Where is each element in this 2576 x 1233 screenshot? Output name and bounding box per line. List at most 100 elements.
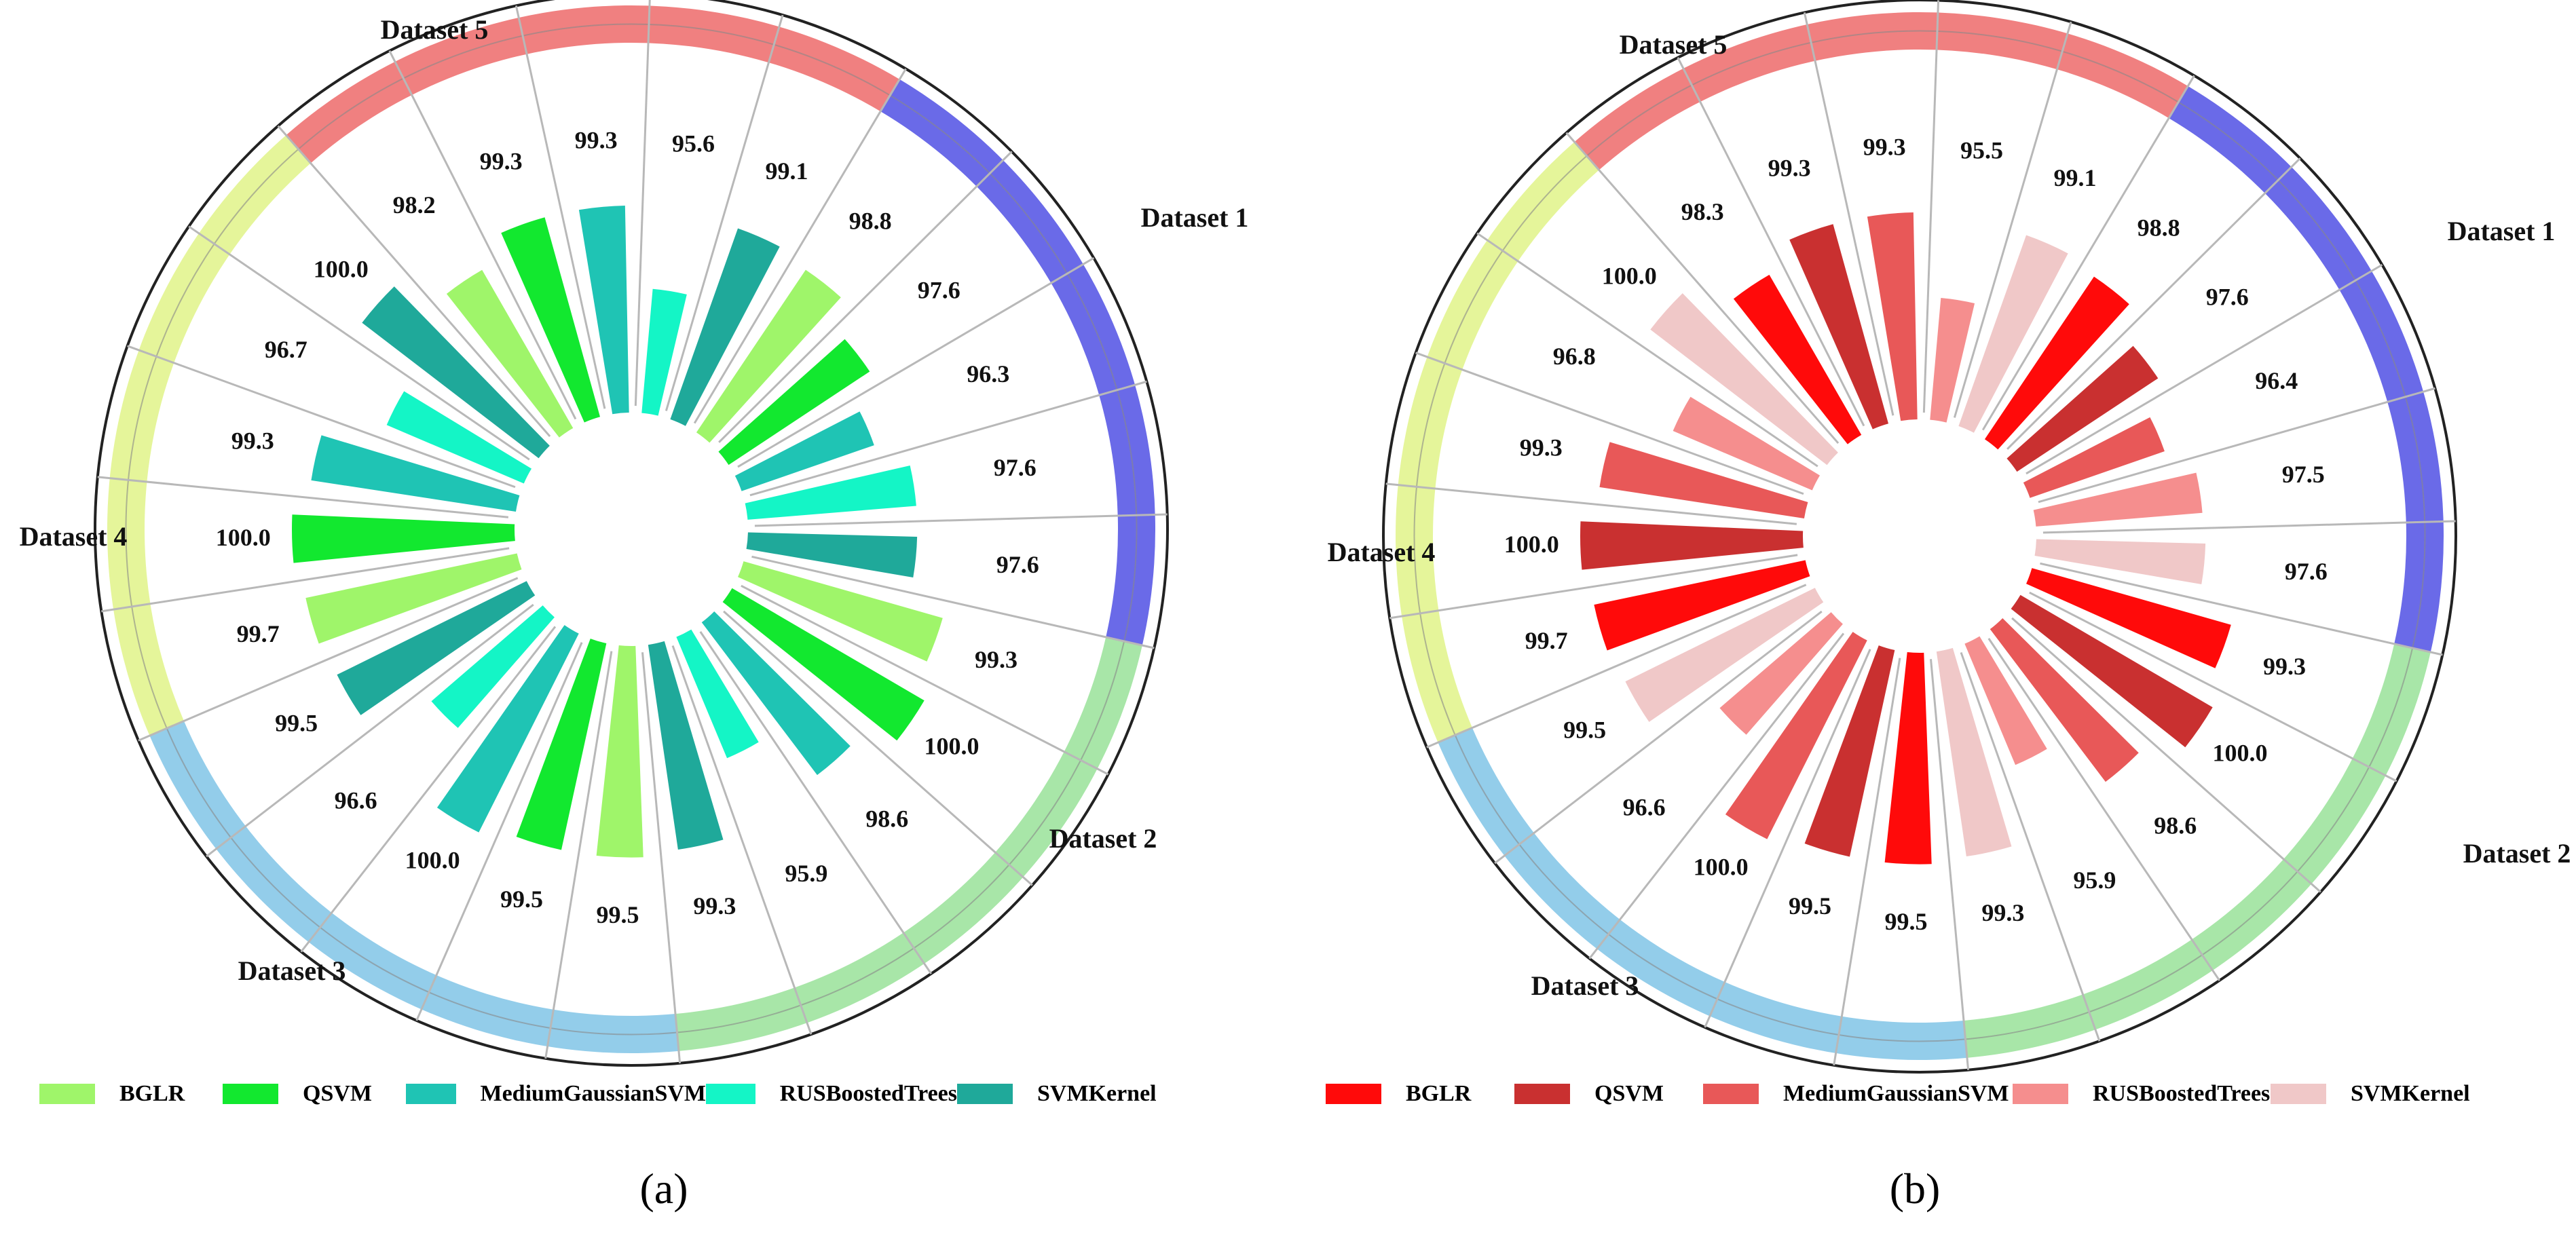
grid-line — [751, 555, 1155, 649]
value-label-dataset-5-mediumgaussiansvm: 96.3 — [967, 360, 1009, 387]
bar-dataset-5-rusboostedtrees — [2033, 472, 2203, 527]
bar-dataset-2-qsvm — [516, 639, 607, 850]
value-label-dataset-2-mediumgaussiansvm: 100.0 — [1694, 854, 1749, 881]
bar-dataset-5-bglr — [696, 269, 841, 443]
band-dataset-2 — [1438, 727, 1967, 1060]
dataset-label-dataset-3: Dataset 3 — [238, 955, 346, 986]
grid-line — [723, 610, 1033, 886]
value-label-dataset-3-mediumgaussiansvm: 99.3 — [1520, 434, 1563, 461]
band-dataset-1 — [1963, 643, 2431, 1058]
value-label-dataset-1-qsvm: 100.0 — [924, 732, 979, 759]
grid-line — [1385, 482, 1797, 525]
legend-item-mediumgaussiansvm: MediumGaussianSVM — [406, 1081, 706, 1107]
legend-label-rusboostedtrees: RUSBoostedTrees — [779, 1081, 957, 1106]
bar-dataset-5-rusboostedtrees — [745, 465, 916, 520]
value-label-dataset-5-qsvm: 97.6 — [2206, 283, 2249, 310]
legend-item-bglr: BGLR — [1326, 1081, 1514, 1107]
grid-line — [206, 603, 534, 858]
grid-line — [97, 476, 509, 518]
bar-dataset-4-mediumgaussiansvm — [1867, 212, 1918, 421]
value-label-dataset-4-qsvm: 99.3 — [1768, 154, 1811, 181]
value-label-dataset-4-mediumgaussiansvm: 99.3 — [575, 127, 618, 154]
legend-swatch-qsvm — [1514, 1084, 1570, 1104]
legend-label-qsvm: QSVM — [1594, 1081, 1664, 1106]
legend-label-mediumgaussiansvm: MediumGaussianSVM — [1783, 1081, 2009, 1106]
legend-item-mediumgaussiansvm: MediumGaussianSVM — [1703, 1081, 2013, 1107]
grid-line — [718, 151, 1013, 443]
grid-line — [101, 547, 510, 613]
value-label-dataset-1-bglr: 99.3 — [2263, 653, 2306, 680]
value-label-dataset-5-bglr: 98.8 — [2138, 214, 2180, 242]
legend-swatch-rusboostedtrees — [706, 1084, 755, 1104]
legend-swatch-qsvm — [223, 1084, 278, 1104]
bar-dataset-4-bglr — [446, 269, 574, 438]
value-label-dataset-4-bglr: 98.2 — [393, 191, 436, 219]
bar-dataset-4-svmkernel — [1958, 235, 2068, 433]
value-label-dataset-3-svmkernel: 100.0 — [314, 255, 369, 282]
bar-dataset-3-svmkernel — [362, 286, 550, 459]
band-dataset-5 — [880, 79, 1155, 646]
value-label-dataset-2-mediumgaussiansvm: 100.0 — [405, 847, 460, 874]
bar-dataset-3-mediumgaussiansvm — [311, 435, 520, 512]
legend-b: BGLR QSVM MediumGaussianSVM RUSBoostedTr… — [1326, 1074, 2474, 1114]
grid-line — [1426, 584, 1807, 748]
value-label-dataset-4-bglr: 98.3 — [1681, 198, 1724, 225]
bar-dataset-1-qsvm — [722, 588, 925, 741]
legend-label-bglr: BGLR — [119, 1081, 185, 1106]
value-label-dataset-1-rusboostedtrees: 95.9 — [785, 860, 827, 887]
grid-line — [2029, 591, 2397, 782]
legend-item-rusboostedtrees: RUSBoostedTrees — [706, 1081, 957, 1107]
bar-dataset-2-mediumgaussiansvm — [436, 625, 579, 833]
legend-item-svmkernel: SVMKernel — [957, 1081, 1161, 1107]
grid-line — [2011, 617, 2321, 893]
value-label-dataset-1-rusboostedtrees: 95.9 — [2073, 867, 2116, 894]
value-label-dataset-5-mediumgaussiansvm: 96.4 — [2255, 367, 2298, 394]
band-dataset-2 — [149, 721, 679, 1053]
grid-line — [1833, 658, 1901, 1066]
grid-line — [415, 642, 583, 1021]
grid-line — [1565, 132, 1840, 444]
grid-line — [1677, 57, 1865, 427]
grid-line — [693, 68, 907, 424]
value-label-dataset-1-bglr: 99.3 — [975, 646, 1018, 673]
bar-dataset-4-svmkernel — [670, 228, 780, 426]
value-label-dataset-4-mediumgaussiansvm: 99.3 — [1863, 134, 1906, 161]
value-label-dataset-1-svmkernel: 99.3 — [1981, 899, 2024, 926]
value-label-dataset-5-svmkernel: 97.6 — [996, 551, 1039, 578]
bar-dataset-1-svmkernel — [648, 641, 724, 850]
bar-dataset-5-svmkernel — [2034, 539, 2206, 584]
grid-line — [749, 380, 1147, 497]
dataset-label-dataset-4: Dataset 4 — [20, 521, 128, 552]
grid-line — [515, 5, 606, 409]
legend-label-svmkernel: SVMKernel — [1037, 1081, 1157, 1106]
dataset-label-dataset-2: Dataset 2 — [2463, 838, 2571, 869]
value-label-dataset-2-bglr: 99.5 — [1885, 908, 1928, 935]
bar-dataset-3-bglr — [1594, 560, 1810, 651]
value-label-dataset-5-qsvm: 97.6 — [918, 276, 960, 303]
value-label-dataset-3-mediumgaussiansvm: 99.3 — [231, 428, 274, 455]
value-label-dataset-2-svmkernel: 99.5 — [1563, 717, 1606, 744]
legend-swatch-mediumgaussiansvm — [1703, 1084, 1759, 1104]
value-label-dataset-1-svmkernel: 99.3 — [693, 892, 736, 919]
grid-line — [665, 14, 784, 411]
legend-swatch-svmkernel — [2271, 1084, 2326, 1104]
grid-line — [1960, 651, 2101, 1042]
grid-line — [388, 50, 577, 420]
legend-label-bglr: BGLR — [1406, 1081, 1472, 1106]
legend-item-rusboostedtrees: RUSBoostedTrees — [2013, 1081, 2271, 1107]
legend-label-qsvm: QSVM — [303, 1081, 372, 1106]
bar-dataset-5-qsvm — [2006, 345, 2159, 472]
bar-dataset-2-bglr — [596, 645, 643, 858]
bar-dataset-2-svmkernel — [337, 581, 536, 715]
value-label-dataset-1-mediumgaussiansvm: 98.6 — [2154, 812, 2197, 839]
bar-dataset-1-bglr — [2026, 568, 2231, 668]
legend-label-svmkernel: SVMKernel — [2351, 1081, 2470, 1106]
grid-line — [1588, 632, 1845, 960]
bar-dataset-3-qsvm — [292, 514, 515, 563]
grid-line — [1953, 21, 2072, 418]
bar-dataset-2-bglr — [1884, 652, 1932, 865]
grid-line — [1494, 610, 1823, 865]
panel-label-b: (b) — [1889, 1164, 1941, 1213]
band-dataset-3 — [107, 135, 311, 736]
dataset-label-dataset-4: Dataset 4 — [1328, 537, 1436, 567]
